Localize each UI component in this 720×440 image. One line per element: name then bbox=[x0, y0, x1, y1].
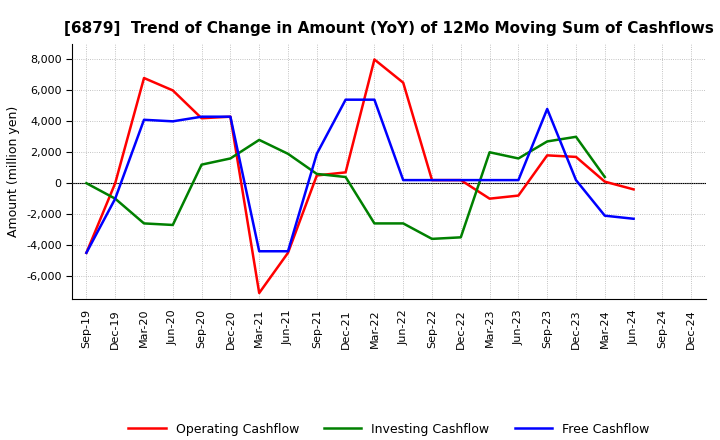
Title: [6879]  Trend of Change in Amount (YoY) of 12Mo Moving Sum of Cashflows: [6879] Trend of Change in Amount (YoY) o… bbox=[64, 21, 714, 36]
Operating Cashflow bbox=[543, 153, 552, 158]
Operating Cashflow bbox=[226, 114, 235, 119]
Operating Cashflow bbox=[572, 154, 580, 160]
Free Cashflow bbox=[341, 97, 350, 103]
Investing Cashflow bbox=[428, 236, 436, 242]
Investing Cashflow bbox=[284, 151, 292, 157]
Investing Cashflow bbox=[312, 171, 321, 176]
Free Cashflow bbox=[255, 249, 264, 254]
Operating Cashflow bbox=[456, 177, 465, 183]
Free Cashflow bbox=[600, 213, 609, 218]
Line: Operating Cashflow: Operating Cashflow bbox=[86, 59, 634, 293]
Investing Cashflow bbox=[255, 137, 264, 143]
Y-axis label: Amount (million yen): Amount (million yen) bbox=[7, 106, 20, 237]
Line: Free Cashflow: Free Cashflow bbox=[86, 100, 634, 253]
Operating Cashflow bbox=[197, 116, 206, 121]
Investing Cashflow bbox=[485, 150, 494, 155]
Investing Cashflow bbox=[226, 156, 235, 161]
Operating Cashflow bbox=[485, 196, 494, 202]
Investing Cashflow bbox=[111, 196, 120, 202]
Investing Cashflow bbox=[456, 235, 465, 240]
Investing Cashflow bbox=[600, 174, 609, 180]
Operating Cashflow bbox=[255, 290, 264, 296]
Operating Cashflow bbox=[168, 88, 177, 93]
Free Cashflow bbox=[226, 114, 235, 119]
Free Cashflow bbox=[111, 196, 120, 202]
Free Cashflow bbox=[168, 119, 177, 124]
Operating Cashflow bbox=[284, 250, 292, 256]
Investing Cashflow bbox=[543, 139, 552, 144]
Free Cashflow bbox=[197, 114, 206, 119]
Operating Cashflow bbox=[629, 187, 638, 192]
Investing Cashflow bbox=[82, 180, 91, 186]
Operating Cashflow bbox=[140, 75, 148, 81]
Free Cashflow bbox=[428, 177, 436, 183]
Investing Cashflow bbox=[514, 156, 523, 161]
Line: Investing Cashflow: Investing Cashflow bbox=[86, 137, 605, 239]
Operating Cashflow bbox=[399, 80, 408, 85]
Operating Cashflow bbox=[514, 193, 523, 198]
Free Cashflow bbox=[82, 250, 91, 256]
Free Cashflow bbox=[629, 216, 638, 221]
Investing Cashflow bbox=[341, 174, 350, 180]
Operating Cashflow bbox=[111, 180, 120, 186]
Operating Cashflow bbox=[82, 250, 91, 256]
Investing Cashflow bbox=[572, 134, 580, 139]
Operating Cashflow bbox=[312, 173, 321, 178]
Free Cashflow bbox=[399, 177, 408, 183]
Investing Cashflow bbox=[168, 222, 177, 227]
Operating Cashflow bbox=[600, 179, 609, 184]
Free Cashflow bbox=[572, 177, 580, 183]
Free Cashflow bbox=[456, 177, 465, 183]
Operating Cashflow bbox=[428, 177, 436, 183]
Free Cashflow bbox=[543, 106, 552, 112]
Free Cashflow bbox=[312, 151, 321, 157]
Free Cashflow bbox=[485, 177, 494, 183]
Investing Cashflow bbox=[399, 221, 408, 226]
Investing Cashflow bbox=[140, 221, 148, 226]
Free Cashflow bbox=[370, 97, 379, 103]
Legend: Operating Cashflow, Investing Cashflow, Free Cashflow: Operating Cashflow, Investing Cashflow, … bbox=[123, 418, 654, 440]
Free Cashflow bbox=[514, 177, 523, 183]
Investing Cashflow bbox=[197, 162, 206, 167]
Free Cashflow bbox=[140, 117, 148, 122]
Investing Cashflow bbox=[370, 221, 379, 226]
Free Cashflow bbox=[284, 249, 292, 254]
Operating Cashflow bbox=[370, 57, 379, 62]
Operating Cashflow bbox=[341, 170, 350, 175]
